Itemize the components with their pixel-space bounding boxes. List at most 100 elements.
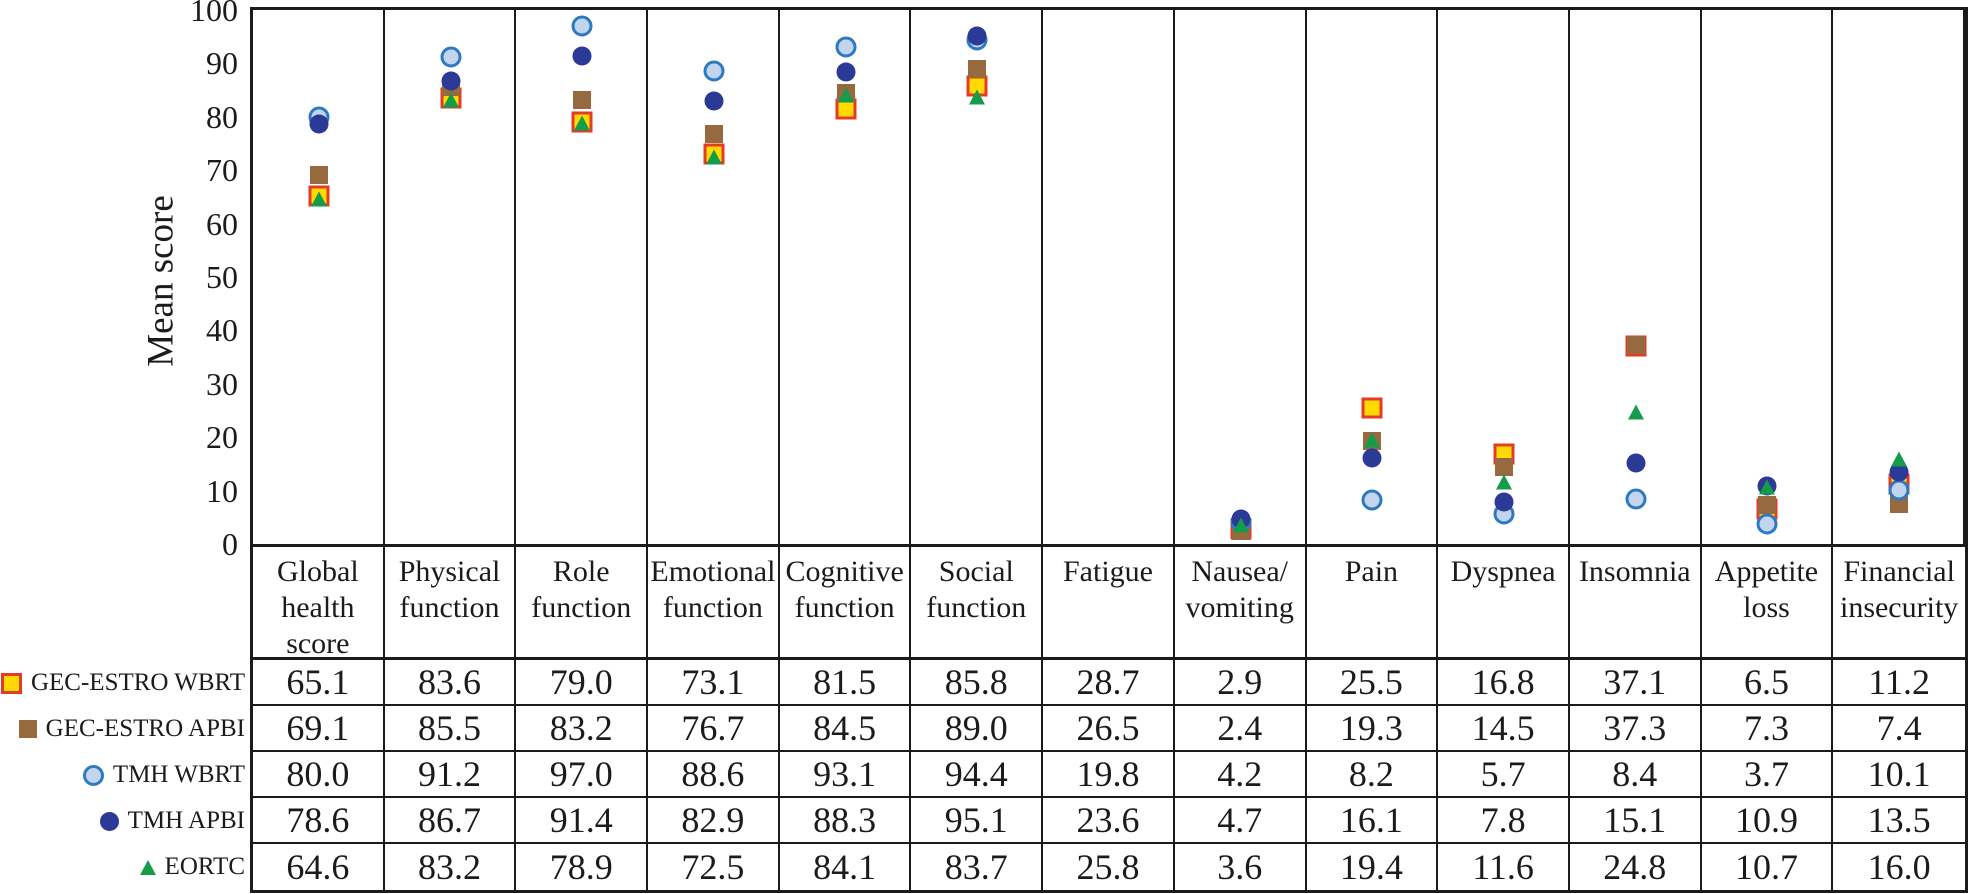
data-point-marker bbox=[1627, 404, 1644, 420]
plot-column bbox=[911, 10, 1044, 544]
table-cell: 10.7 bbox=[1702, 844, 1834, 890]
table-cell: 14.5 bbox=[1438, 706, 1570, 750]
category-header-cell: Cognitive function bbox=[780, 547, 912, 662]
data-point-marker bbox=[836, 62, 856, 82]
plot-column bbox=[1438, 10, 1570, 544]
table-cell: 84.1 bbox=[780, 844, 912, 890]
table-cell: 7.8 bbox=[1438, 798, 1570, 842]
data-point-marker bbox=[1891, 451, 1908, 467]
y-axis-tick-label: 20 bbox=[206, 419, 238, 456]
table-cell: 7.3 bbox=[1702, 706, 1834, 750]
table-cell: 83.2 bbox=[385, 844, 517, 890]
y-axis-tick-label: 60 bbox=[206, 205, 238, 242]
table-cell: 19.4 bbox=[1307, 844, 1439, 890]
plot-column bbox=[1702, 10, 1834, 544]
table-cell: 19.8 bbox=[1043, 752, 1175, 796]
table-cell: 97.0 bbox=[516, 752, 649, 796]
y-axis-tick-label: 40 bbox=[206, 312, 238, 349]
table-cell: 16.1 bbox=[1307, 798, 1439, 842]
data-point-marker bbox=[967, 26, 987, 46]
table-cell: 78.9 bbox=[516, 844, 649, 890]
table-cell: 2.9 bbox=[1175, 660, 1307, 704]
table-cell: 83.7 bbox=[911, 844, 1044, 890]
table-cell: 8.4 bbox=[1570, 752, 1702, 796]
category-header-cell: Social function bbox=[911, 547, 1044, 662]
table-cell: 23.6 bbox=[1043, 798, 1175, 842]
y-axis-tick-label: 100 bbox=[190, 0, 238, 28]
table-cell: 80.0 bbox=[253, 752, 385, 796]
plot-column bbox=[1307, 10, 1439, 544]
table-cell: 88.6 bbox=[648, 752, 780, 796]
table-cell: 89.0 bbox=[911, 706, 1044, 750]
data-point-marker bbox=[442, 92, 459, 108]
category-header-cell: Financial insecurity bbox=[1839, 555, 1959, 624]
data-point-marker bbox=[309, 114, 329, 134]
data-point-marker bbox=[573, 90, 592, 109]
legend-square-outlined-marker-icon bbox=[0, 672, 22, 694]
data-point-marker bbox=[441, 71, 461, 91]
plot-column bbox=[780, 10, 912, 544]
legend-item: GEC-ESTRO WBRT bbox=[0, 660, 250, 706]
category-header-cell: Insomnia bbox=[1570, 547, 1702, 662]
table-row: 69.1 85.5 83.2 76.7 84.5 89.0 26.5 2.4 19.3 14.5 3… bbox=[253, 706, 1965, 752]
table-cell: 37.1 bbox=[1570, 660, 1702, 704]
data-table: 65.1 83.6 79.0 73.1 81.5 85.8 28.7 2.9 25.5 16.8 3… bbox=[253, 660, 1965, 890]
table-cell: 94.4 bbox=[911, 752, 1044, 796]
plot-column bbox=[516, 10, 649, 544]
plot-column bbox=[253, 10, 385, 544]
table-cell: 13.5 bbox=[1867, 800, 1931, 840]
table-cell: 16.0 bbox=[1867, 847, 1931, 887]
category-header-row: Global health score Physical function Role… bbox=[253, 547, 1965, 662]
data-point-marker bbox=[1888, 479, 1910, 501]
table-cell: 3.7 bbox=[1702, 752, 1834, 796]
plot-column bbox=[1570, 10, 1702, 544]
table-cell: 6.5 bbox=[1702, 660, 1834, 704]
legend-item: GEC-ESTRO APBI bbox=[0, 706, 250, 752]
data-point-marker bbox=[1626, 453, 1646, 473]
table-cell: 91.2 bbox=[385, 752, 517, 796]
table-cell: 93.1 bbox=[780, 752, 912, 796]
table-cell: 82.9 bbox=[648, 798, 780, 842]
data-point-marker bbox=[1496, 474, 1513, 490]
category-header-cell: Global health score bbox=[253, 547, 385, 662]
data-point-marker bbox=[309, 166, 328, 184]
plot-column bbox=[1833, 10, 1965, 544]
plot-column bbox=[385, 10, 517, 544]
data-point-marker bbox=[310, 191, 327, 207]
data-point-marker bbox=[968, 59, 987, 78]
category-header-cell: Nausea/ vomiting bbox=[1175, 547, 1307, 662]
data-point-marker bbox=[704, 125, 723, 144]
table-cell: 3.6 bbox=[1175, 844, 1307, 890]
category-header-cell: Fatigue bbox=[1043, 547, 1175, 662]
table-row: 80.0 91.2 97.0 88.6 93.1 94.4 19.8 4.2 8.2 5.7 8.4… bbox=[253, 752, 1965, 798]
table-cell: 10.1 bbox=[1867, 754, 1931, 794]
plot-column bbox=[648, 10, 780, 544]
data-point-marker bbox=[835, 36, 857, 58]
data-point-marker bbox=[1232, 517, 1249, 533]
table-cell: 69.1 bbox=[253, 706, 385, 750]
table-cell: 84.5 bbox=[780, 706, 912, 750]
data-point-marker bbox=[837, 87, 854, 103]
legend-item: TMH APBI bbox=[0, 798, 250, 844]
data-point-marker bbox=[1625, 488, 1647, 510]
legend-label: EORTC bbox=[164, 853, 245, 880]
y-axis-tick-label: 70 bbox=[206, 152, 238, 189]
plot-area bbox=[253, 10, 1965, 547]
category-header-cell: Role function bbox=[516, 547, 649, 662]
table-cell: 15.1 bbox=[1570, 798, 1702, 842]
data-point-marker bbox=[1889, 462, 1909, 482]
y-axis-tick-label: 30 bbox=[206, 365, 238, 402]
table-cell: 2.4 bbox=[1175, 706, 1307, 750]
table-cell: 8.2 bbox=[1307, 752, 1439, 796]
table-cell: 4.7 bbox=[1175, 798, 1307, 842]
table-cell: 83.6 bbox=[385, 660, 517, 704]
category-header-cell: Appetite loss bbox=[1702, 547, 1834, 662]
table-cell: 83.2 bbox=[516, 706, 649, 750]
data-point-marker bbox=[969, 89, 986, 105]
table-row: 65.1 83.6 79.0 73.1 81.5 85.8 28.7 2.9 25.5 16.8 3… bbox=[253, 660, 1965, 706]
table-cell: 24.8 bbox=[1570, 844, 1702, 890]
category-header-cell: Physical function bbox=[385, 547, 517, 662]
table-cell: 10.9 bbox=[1702, 798, 1834, 842]
legend-circle-marker-icon bbox=[99, 811, 119, 831]
category-header-cell: Pain bbox=[1307, 547, 1439, 662]
